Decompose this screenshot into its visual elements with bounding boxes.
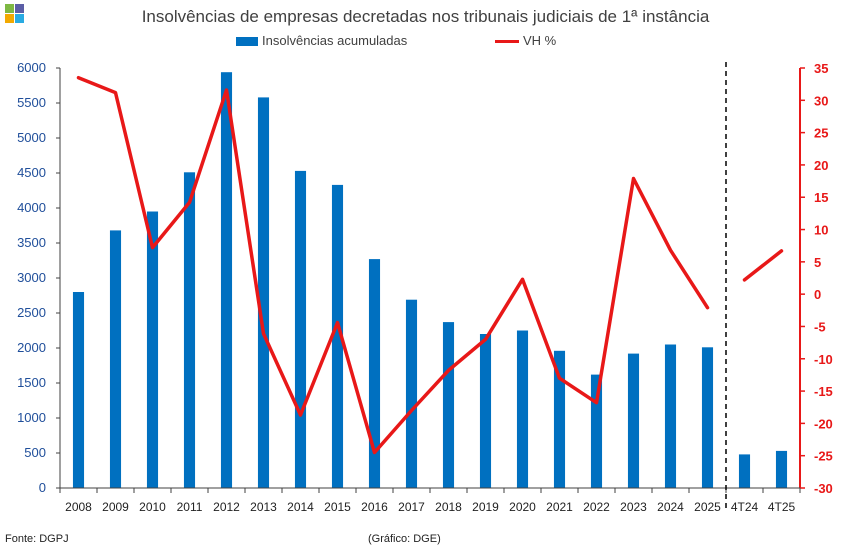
y-left-tick-label: 3500 bbox=[17, 235, 46, 250]
x-tick-label: 2009 bbox=[102, 500, 129, 514]
x-tick-label: 2011 bbox=[177, 500, 203, 514]
bar-2014 bbox=[294, 170, 307, 488]
credit-note: (Gráfico: DGE) bbox=[368, 533, 441, 545]
y-left-tick-label: 1500 bbox=[17, 375, 46, 390]
y-right-tick-label: 25 bbox=[814, 126, 828, 141]
y-left-tick-label: 4500 bbox=[17, 165, 46, 180]
bar-2011 bbox=[183, 172, 196, 489]
y-right-tick-label: 0 bbox=[814, 287, 821, 302]
y-left-tick-label: 500 bbox=[24, 445, 46, 460]
bar-4T25 bbox=[775, 450, 788, 488]
x-tick-label: 2015 bbox=[324, 500, 351, 514]
bar-2024 bbox=[664, 344, 677, 488]
x-tick-label: 2013 bbox=[250, 500, 277, 514]
x-tick-label: 4T25 bbox=[768, 500, 796, 514]
x-tick-label: 2016 bbox=[361, 500, 388, 514]
bar-4T24 bbox=[738, 454, 751, 488]
bar-2018 bbox=[442, 322, 455, 488]
bar-2023 bbox=[627, 353, 640, 488]
legend-bar-label: Insolvências acumuladas bbox=[262, 33, 408, 48]
chart-title: Insolvências de empresas decretadas nos … bbox=[141, 7, 710, 26]
x-tick-label: 2024 bbox=[657, 500, 684, 514]
x-tick-label: 2019 bbox=[472, 500, 499, 514]
bar-2013 bbox=[257, 97, 270, 489]
bar-2015 bbox=[331, 184, 344, 488]
x-tick-label: 2021 bbox=[546, 500, 573, 514]
y-right-tick-label: 35 bbox=[814, 61, 828, 76]
source-note: Fonte: DGPJ bbox=[5, 533, 69, 545]
bar-2012 bbox=[220, 72, 233, 488]
x-tick-label: 2023 bbox=[620, 500, 647, 514]
bar-2022 bbox=[590, 374, 603, 488]
x-tick-label: 2010 bbox=[139, 500, 166, 514]
x-tick-label: 4T24 bbox=[731, 500, 759, 514]
bar-2016 bbox=[368, 259, 381, 488]
legend-bar-swatch bbox=[236, 37, 258, 47]
bar-2008 bbox=[72, 292, 85, 488]
bar-2021 bbox=[553, 350, 566, 488]
x-tick-label: 2017 bbox=[398, 500, 425, 514]
y-left-tick-label: 2000 bbox=[17, 340, 46, 355]
legend-line-swatch bbox=[495, 40, 519, 44]
x-tick-label: 2020 bbox=[509, 500, 536, 514]
x-tick-label: 2018 bbox=[435, 500, 462, 514]
y-right-tick-label: -25 bbox=[814, 449, 833, 464]
y-left-tick-label: 3000 bbox=[17, 270, 46, 285]
y-right-tick-label: 30 bbox=[814, 93, 828, 108]
bar-2009 bbox=[109, 230, 122, 488]
vh-line-annual bbox=[76, 75, 710, 455]
y-right-tick-label: -15 bbox=[814, 384, 833, 399]
bar-2025 bbox=[701, 347, 714, 488]
legend-bars: Insolvências acumuladas bbox=[236, 33, 407, 48]
y-left-tick-label: 2500 bbox=[17, 305, 46, 320]
x-tick-label: 2012 bbox=[213, 500, 240, 514]
x-tick-label: 2022 bbox=[583, 500, 610, 514]
legend-line: VH % bbox=[495, 33, 556, 48]
y-right-tick-label: -30 bbox=[814, 481, 833, 496]
y-left-tick-label: 5000 bbox=[17, 130, 46, 145]
bar-2017 bbox=[405, 299, 418, 488]
y-right-tick-label: -20 bbox=[814, 416, 833, 431]
y-left-tick-label: 0 bbox=[39, 480, 46, 495]
x-tick-label: 2014 bbox=[287, 500, 314, 514]
y-right-tick-label: -10 bbox=[814, 352, 833, 367]
bar-2019 bbox=[479, 334, 492, 488]
y-left-tick-label: 5500 bbox=[17, 95, 46, 110]
y-left-tick-label: 6000 bbox=[17, 60, 46, 75]
legend-line-label: VH % bbox=[523, 33, 557, 48]
dge-logo bbox=[5, 4, 25, 24]
y-right-tick-label: 15 bbox=[814, 190, 828, 205]
y-right-tick-label: 5 bbox=[814, 255, 821, 270]
y-right-tick-label: 10 bbox=[814, 223, 828, 238]
vh-line-quarterly bbox=[742, 249, 784, 282]
bar-2020 bbox=[516, 330, 529, 488]
y-right-tick-label: 20 bbox=[814, 158, 828, 173]
x-tick-label: 2008 bbox=[65, 500, 92, 514]
y-right-tick-label: -5 bbox=[814, 319, 826, 334]
x-tick-label: 2025 bbox=[694, 500, 721, 514]
y-left-tick-label: 4000 bbox=[17, 200, 46, 215]
bar-2010 bbox=[146, 211, 159, 488]
y-left-tick-label: 1000 bbox=[17, 410, 46, 425]
